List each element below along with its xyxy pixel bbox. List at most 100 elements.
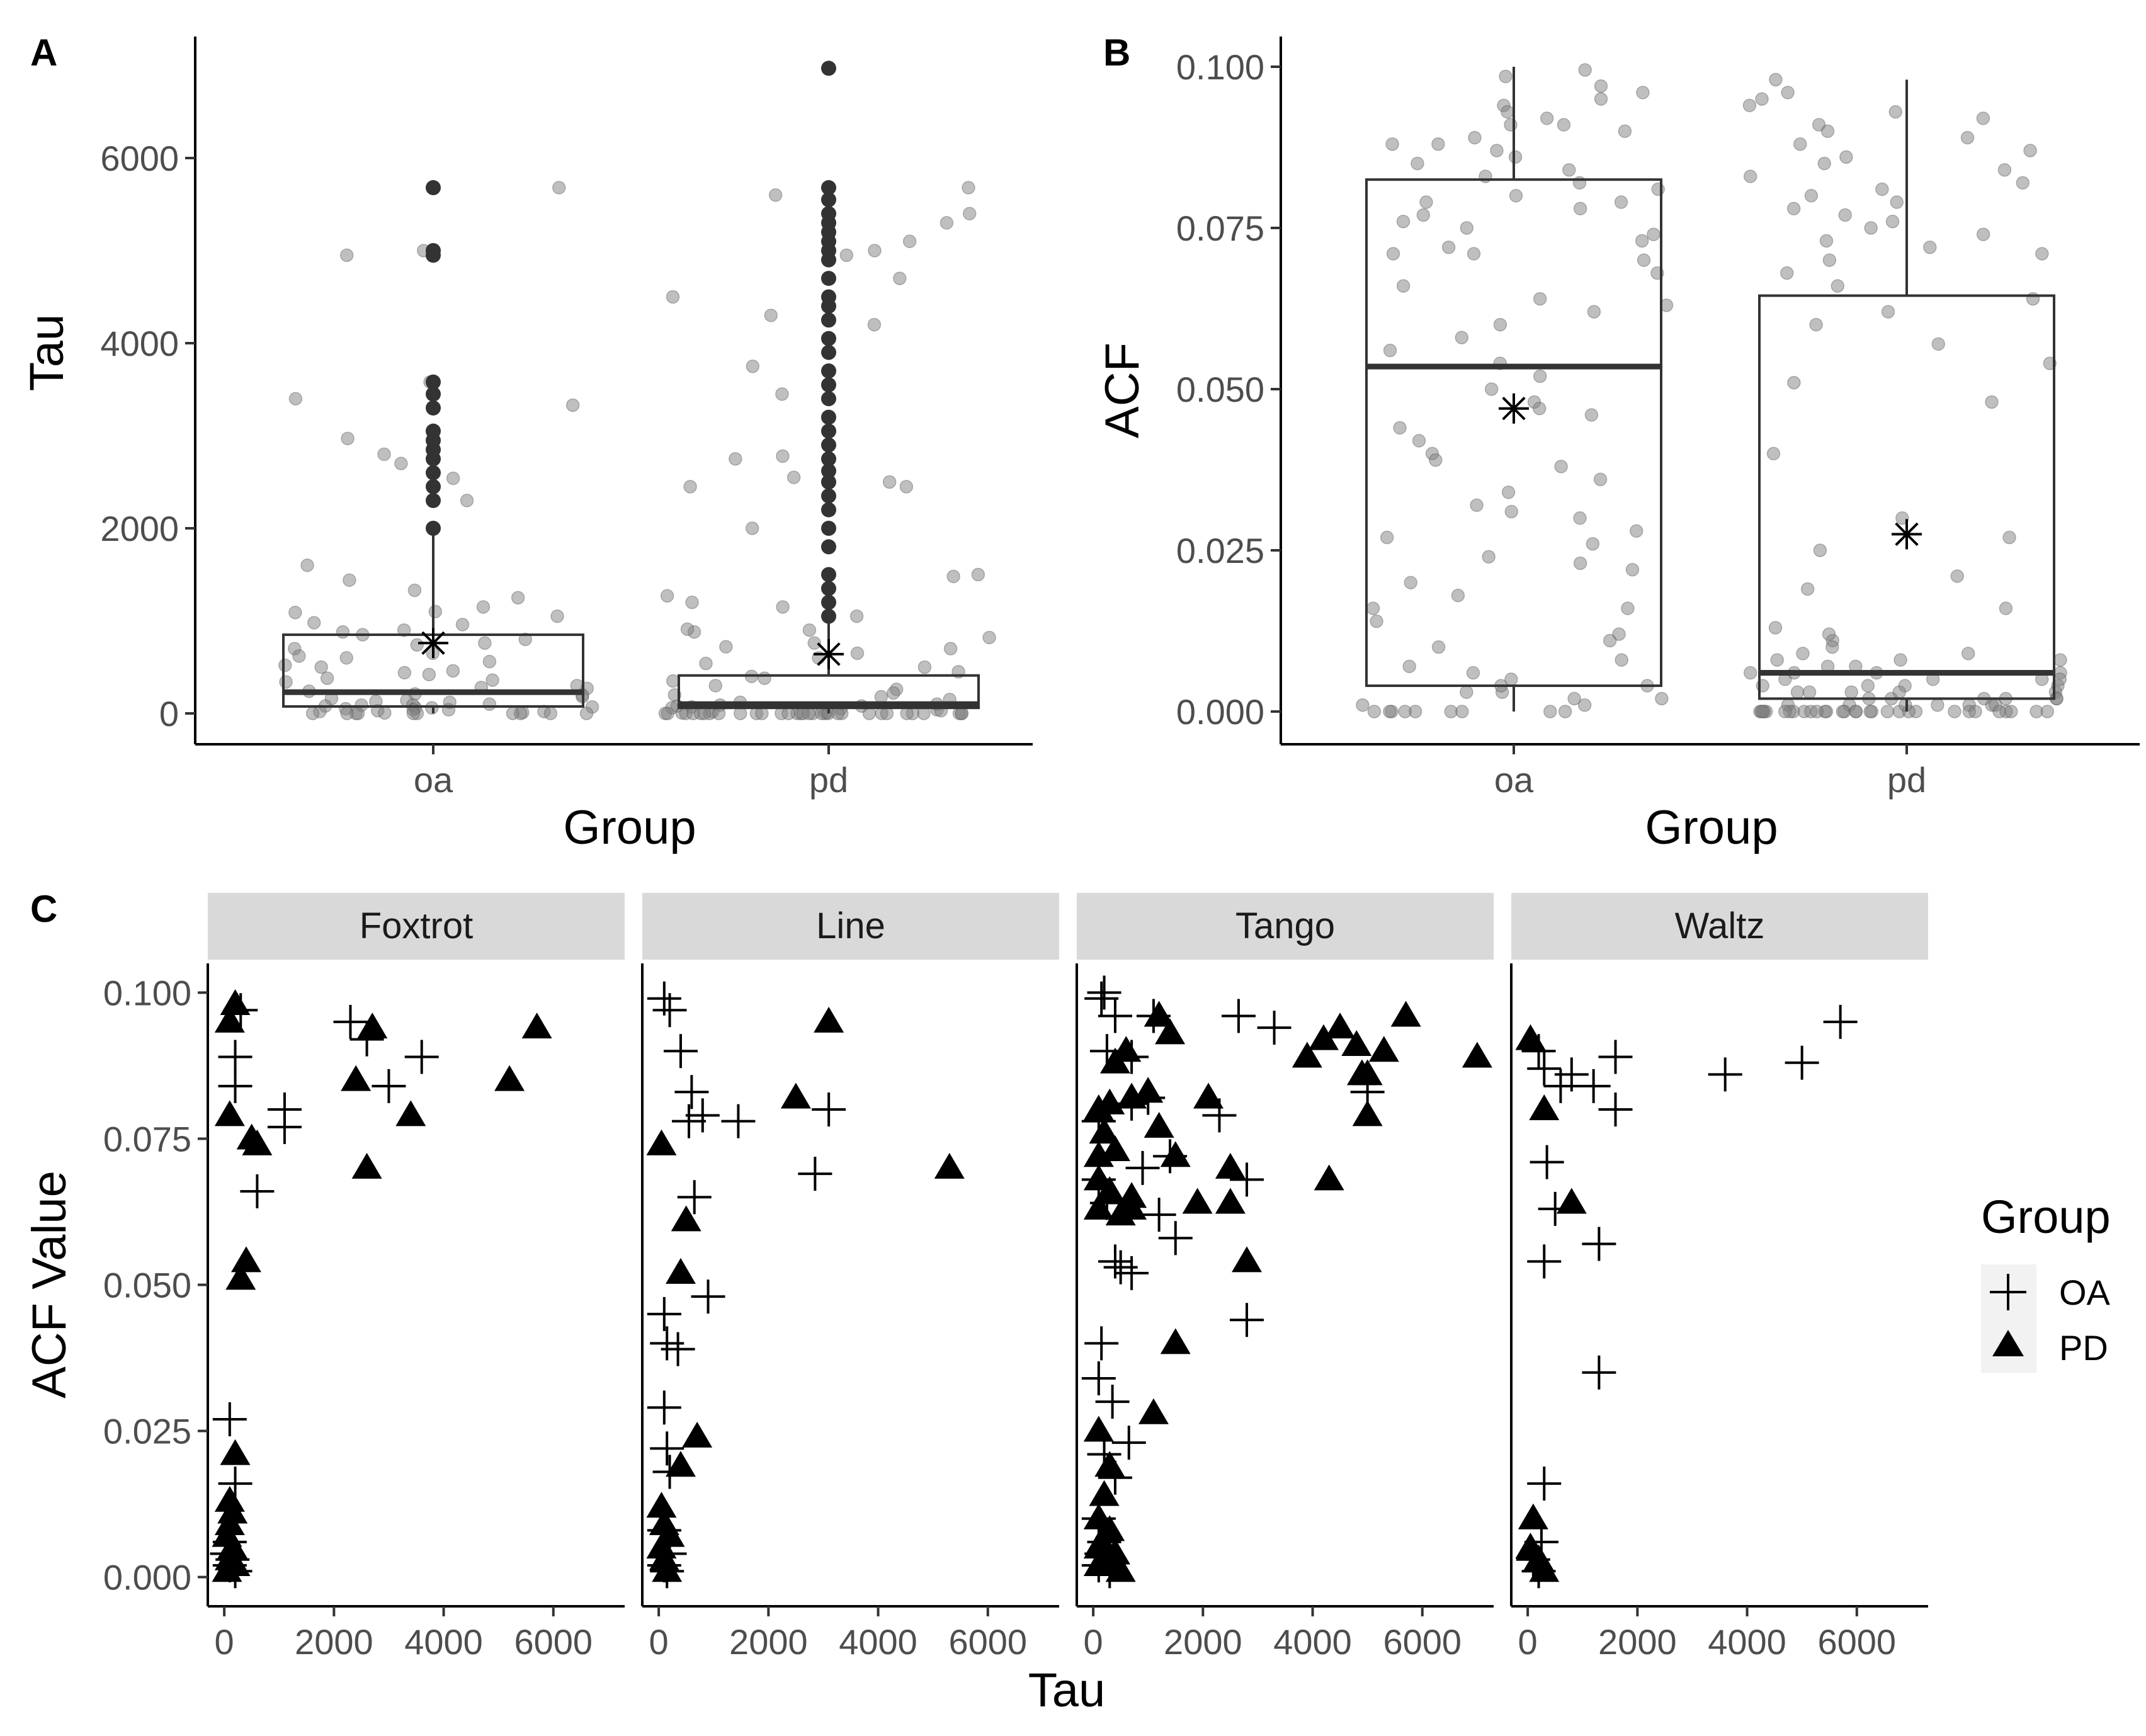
jitter-point [307, 616, 321, 630]
jitter-point [511, 591, 525, 604]
jitter-point [666, 674, 680, 688]
point-oa [1708, 1057, 1742, 1092]
jitter-point [406, 706, 421, 720]
point-pd [1352, 1100, 1383, 1126]
jitter-point [1451, 588, 1465, 603]
outlier-point [426, 521, 441, 536]
jitter-point [685, 595, 699, 610]
jitter-point [1743, 666, 1757, 680]
jitter-point [1573, 511, 1587, 525]
jitter-point [1466, 666, 1480, 680]
mean-marker-pd [814, 638, 844, 669]
facet-strip [1077, 893, 1494, 960]
jitter-point [1802, 685, 1817, 700]
jitter-point [1742, 98, 1757, 113]
jitter-point [478, 636, 492, 650]
x-tick-label: pd [809, 760, 848, 800]
jitter-point [1584, 408, 1599, 422]
outlier-point [821, 289, 836, 305]
outlier-point [821, 488, 836, 504]
point-oa [652, 993, 687, 1028]
jitter-point [1499, 69, 1513, 84]
point-pd [212, 1556, 242, 1582]
jitter-point [378, 706, 392, 720]
outlier-point [426, 243, 441, 258]
jitter-point [1615, 653, 1628, 667]
jitter-point [1587, 305, 1601, 319]
jitter-point [1931, 337, 1946, 351]
point-oa [812, 1092, 846, 1127]
point-pd [1083, 1550, 1114, 1577]
jitter-point [1960, 130, 1975, 145]
jitter-point [1470, 498, 1484, 513]
jitter-point [1533, 292, 1547, 306]
jitter-point [1621, 601, 1635, 615]
jitter-point [305, 706, 320, 720]
point-pd [665, 1257, 696, 1284]
y-tick-label: 0.075 [103, 1119, 191, 1159]
jitter-point [1367, 705, 1382, 718]
panel-b-x-title: Group [1645, 801, 1778, 854]
point-oa [240, 1174, 275, 1208]
jitter-point [1800, 582, 1815, 596]
jitter-point [887, 686, 900, 700]
point-pd [395, 1100, 426, 1126]
jitter-point [1836, 705, 1850, 718]
y-tick-label: 0 [159, 694, 179, 734]
outlier-point [426, 479, 441, 494]
point-oa [1095, 1385, 1130, 1419]
jitter-point [1881, 305, 1895, 319]
jitter-point [1614, 195, 1628, 209]
jitter-point [775, 387, 789, 401]
point-pd [646, 1533, 677, 1559]
jitter-point [1766, 446, 1781, 461]
jitter-point [1532, 401, 1547, 416]
jitter-point [1819, 234, 1834, 248]
jitter-point [867, 317, 882, 332]
jitter-point [422, 667, 436, 682]
jitter-point [1455, 705, 1469, 718]
point-oa [404, 1040, 439, 1074]
point-pd [1529, 1556, 1560, 1582]
jitter-point [940, 216, 954, 230]
jitter-point [982, 630, 996, 645]
jitter-point [397, 666, 412, 680]
jitter-point [1398, 705, 1412, 718]
x-tick-label: oa [414, 760, 453, 800]
jitter-point [1411, 156, 1424, 171]
jitter-point [300, 559, 314, 572]
point-pd [1193, 1082, 1224, 1109]
point-oa [1598, 1092, 1633, 1127]
jitter-point [288, 392, 303, 406]
point-pd [1089, 1118, 1120, 1144]
point-oa [1098, 999, 1132, 1033]
point-oa [218, 1069, 253, 1103]
jitter-point [476, 600, 491, 614]
facet-tango: Tango 0 2000 4000 6000 [1076, 893, 1494, 1662]
point-oa [333, 1004, 368, 1039]
jitter-point [1992, 705, 2006, 718]
jitter-point [839, 248, 854, 263]
jitter-point [962, 207, 977, 220]
jitter-point [1968, 705, 1982, 718]
jitter-point [1416, 208, 1431, 222]
jitter-point [1460, 685, 1473, 700]
facet-foxtrot: Foxtrot 0 2000 4000 6000 0.000 0.025 0.050 0.075… [103, 893, 625, 1662]
point-pd [649, 1544, 679, 1570]
point-oa [267, 1109, 302, 1144]
jitter-point [314, 660, 328, 674]
legend-key-pd [1992, 1330, 2024, 1356]
jitter-point [1493, 317, 1507, 332]
legend-label-pd: PD [2059, 1328, 2108, 1368]
jitter-point [1504, 118, 1518, 132]
jitter-point [850, 646, 865, 661]
point-pd [1232, 1246, 1263, 1273]
y-tick-label: 0.025 [103, 1412, 191, 1451]
point-pd [934, 1152, 965, 1179]
jitter-point [1396, 215, 1411, 229]
jitter-point [425, 701, 439, 715]
jitter-point [776, 449, 790, 463]
jitter-point [1875, 182, 1889, 196]
point-pd [1083, 1415, 1114, 1442]
point-oa [1142, 1198, 1176, 1232]
